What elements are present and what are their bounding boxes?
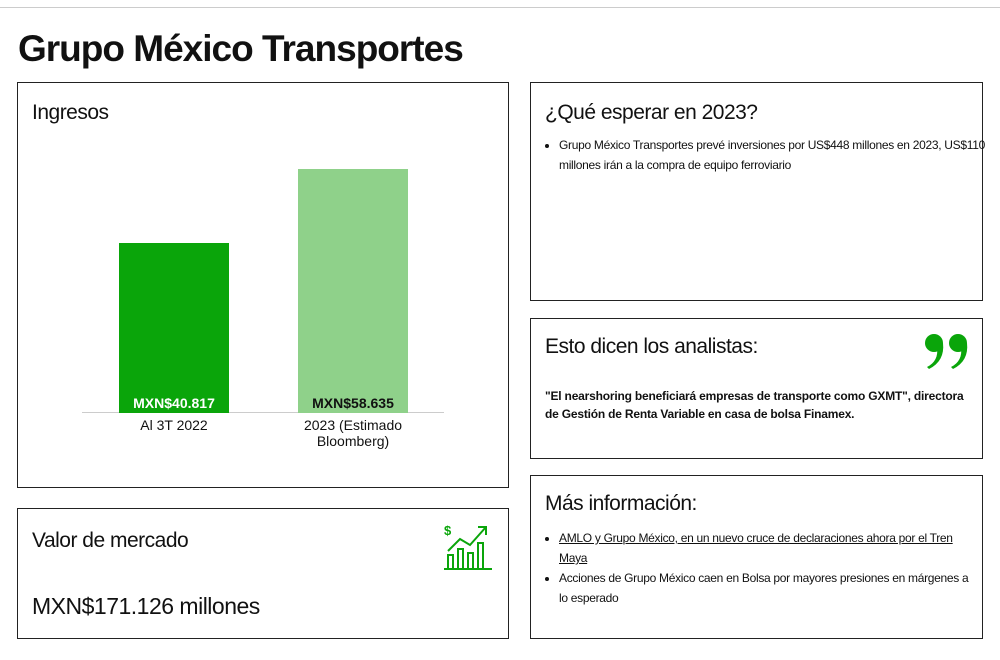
category-label: 2023 (Estimado Bloomberg) xyxy=(303,417,403,449)
list-item: AMLO y Grupo México, en un nuevo cruce d… xyxy=(559,528,979,568)
panel-title: Más información: xyxy=(545,492,697,515)
top-rule xyxy=(0,7,1000,8)
bar xyxy=(298,169,408,413)
panel-title: Esto dicen los analistas: xyxy=(545,335,758,358)
value-label: MXN$40.817 xyxy=(133,395,215,411)
mas-info-panel: Más información: AMLO y Grupo México, en… xyxy=(530,475,983,639)
svg-text:$: $ xyxy=(444,523,452,538)
panel-title: Valor de mercado xyxy=(32,529,189,552)
market-value: MXN$171.126 millones xyxy=(32,593,260,619)
baseline xyxy=(82,412,444,413)
article-text: Acciones de Grupo México caen en Bolsa p… xyxy=(559,571,969,605)
chart-icon: $ xyxy=(444,523,492,570)
panel-title: ¿Qué esperar en 2023? xyxy=(545,101,758,124)
category-label: Al 3T 2022 xyxy=(140,417,208,433)
bullet: Grupo México Transportes prevé inversion… xyxy=(559,135,989,175)
list-item: Acciones de Grupo México caen en Bolsa p… xyxy=(559,568,979,608)
ingresos-panel: Ingresos MXN$40.817 Al 3T 2022 MXN$58.635 2… xyxy=(17,82,509,488)
bullet-list: Grupo México Transportes prevé inversion… xyxy=(545,135,989,175)
que-esperar-panel: ¿Qué esperar en 2023? Grupo México Trans… xyxy=(530,82,985,301)
quote-icon xyxy=(925,334,968,369)
page-title: Grupo México Transportes xyxy=(18,28,464,69)
bar xyxy=(119,243,229,413)
link-list: AMLO y Grupo México, en un nuevo cruce d… xyxy=(545,528,979,608)
quote: "El nearshoring beneficiará empresas de … xyxy=(545,389,964,421)
analistas-panel: Esto dicen los analistas: "El nearshorin… xyxy=(530,318,983,459)
panel-title: Ingresos xyxy=(32,101,109,124)
article-link[interactable]: AMLO y Grupo México, en un nuevo cruce d… xyxy=(559,531,953,565)
valor-panel: Valor de mercado MXN$171.126 millones $ xyxy=(17,508,509,639)
value-label: MXN$58.635 xyxy=(312,395,394,411)
bar-chart: MXN$40.817 Al 3T 2022 MXN$58.635 2023 (Esti… xyxy=(18,83,508,487)
